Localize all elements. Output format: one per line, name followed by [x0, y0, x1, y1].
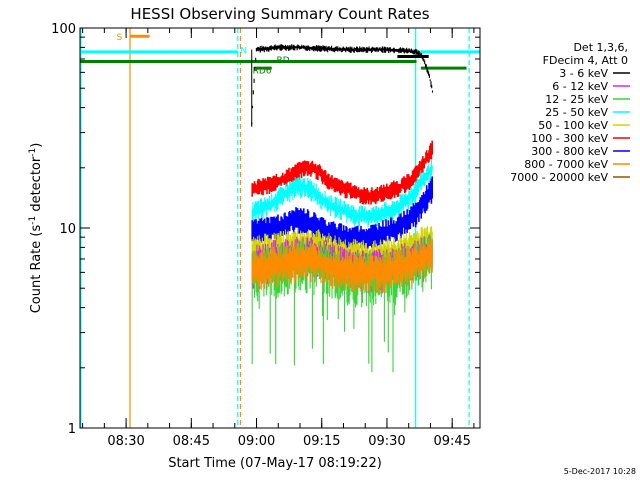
y-axis-label-end: ) — [29, 143, 44, 148]
marker-label-1: N — [240, 47, 247, 57]
series-800-7000kev — [251, 238, 433, 294]
x-tick-label-4: 09:30 — [368, 434, 405, 449]
legend-label-8: 7000 - 20000 keV — [510, 171, 608, 184]
x-tick-label-0: 08:30 — [107, 434, 144, 449]
x-axis-label: Start Time (07-May-17 08:19:22) — [168, 456, 382, 471]
plot-frame — [79, 27, 481, 429]
series-300-800kev — [251, 176, 433, 252]
legend-label-1: 6 - 12 keV — [552, 80, 608, 93]
series-100-300kev — [251, 140, 433, 205]
series-trace-3 — [251, 176, 433, 252]
legend-label-0: 3 - 6 keV — [559, 67, 608, 80]
y-axis-label-mid: detector — [29, 156, 44, 216]
y-tick-label-1: 10 — [59, 222, 76, 237]
y-axis-label-sup2: -1 — [28, 148, 38, 157]
marker-label-2: RD — [277, 56, 290, 66]
legend-header-1: FDecim 4, Att 0 — [543, 54, 628, 67]
chart-title: HESSI Observing Summary Count Rates — [130, 5, 429, 23]
y-tick-label-2: 100 — [51, 22, 76, 37]
x-tick-label-5: 09:45 — [433, 434, 470, 449]
legend-label-2: 12 - 25 keV — [545, 93, 608, 106]
x-tick-label-2: 09:00 — [238, 434, 275, 449]
legend-label-3: 25 - 50 keV — [545, 106, 608, 119]
y-tick-label-0: 1 — [68, 422, 76, 437]
legend-header-0: Det 1,3,6, — [573, 41, 628, 54]
series-trace-2 — [251, 159, 433, 227]
legend-label-7: 800 - 7000 keV — [524, 158, 608, 171]
marker-label-0: S — [117, 33, 123, 43]
series-3-6kev — [251, 44, 434, 127]
legend-label-4: 50 - 100 keV — [538, 119, 608, 132]
legend-label-5: 100 - 300 keV — [531, 132, 608, 145]
y-axis-label: Count Rate (s-1 detector-1) — [28, 143, 44, 314]
legend-label-6: 300 - 800 keV — [531, 145, 608, 158]
footer-timestamp: 5-Dec-2017 10:28 — [564, 467, 636, 476]
y-axis-label-main: Count Rate (s — [29, 225, 44, 314]
x-tick-label-3: 09:15 — [303, 434, 340, 449]
series-trace-1 — [251, 140, 433, 205]
series-trace-7 — [251, 238, 433, 294]
y-axis-label-sup1: -1 — [28, 216, 38, 225]
series-25-50kev — [251, 159, 433, 227]
x-tick-label-1: 08:45 — [173, 434, 210, 449]
marker-label-3: RD6 — [253, 67, 272, 77]
series-trace-0 — [251, 44, 434, 127]
series-layer — [251, 44, 434, 373]
marker-layer: S N RD RD6 — [80, 28, 480, 428]
